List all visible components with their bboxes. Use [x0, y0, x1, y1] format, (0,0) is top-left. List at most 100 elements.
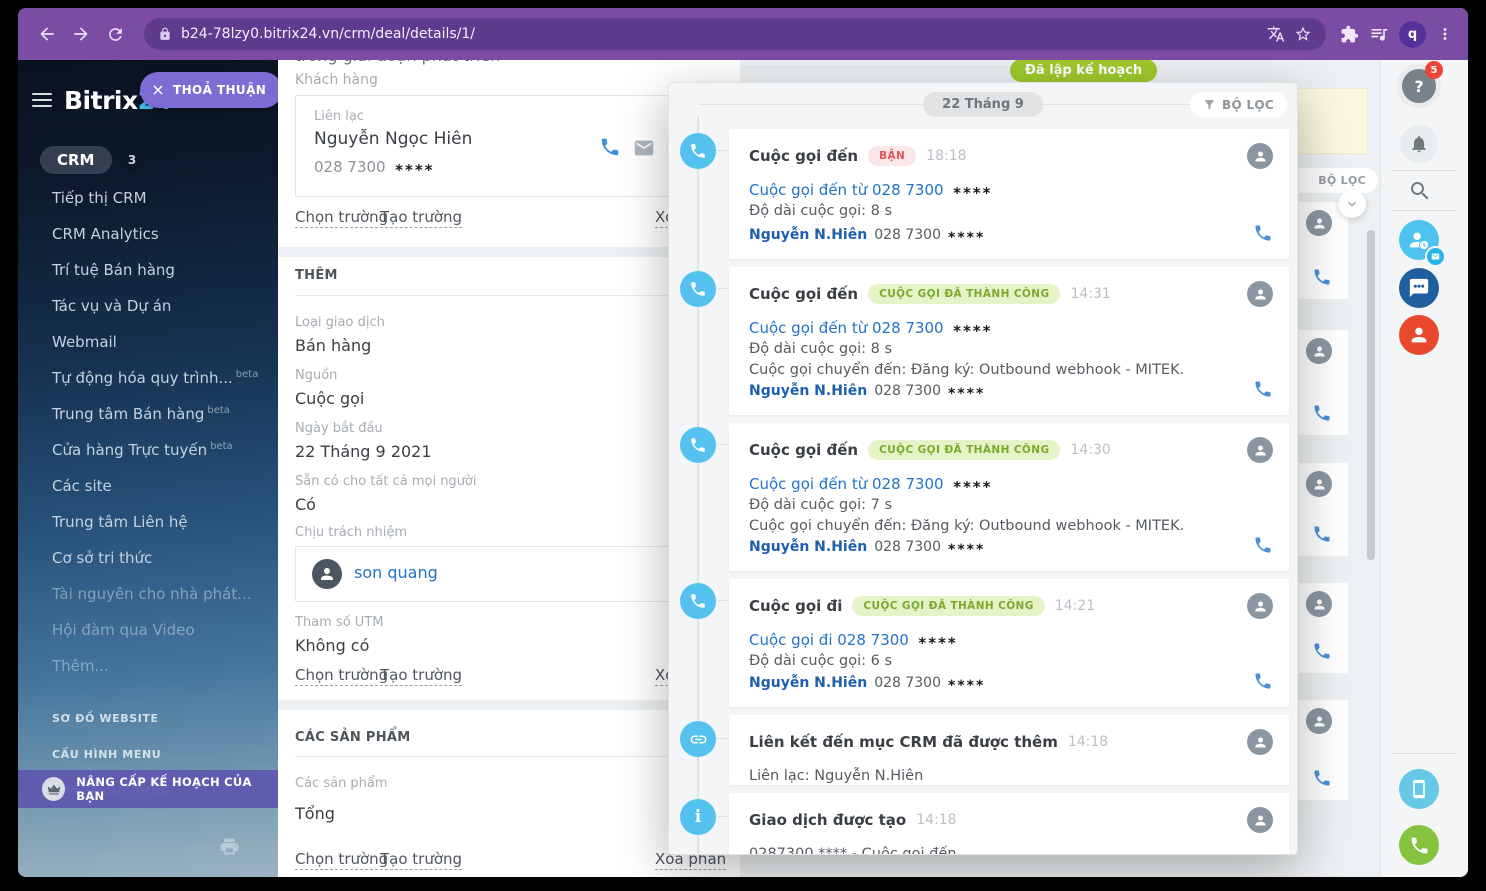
sidebar-item-more[interactable]: Thêm... [52, 657, 109, 675]
call-button[interactable] [1253, 535, 1273, 559]
entry-title: Cuộc gọi đến [749, 441, 859, 459]
avatar [1306, 708, 1332, 734]
mobile-app-button[interactable] [1399, 769, 1439, 809]
call-button[interactable] [1312, 267, 1332, 291]
call-record-link[interactable]: Cuộc gọi đến từ 028 7300 [749, 181, 944, 199]
call-button[interactable] [1253, 379, 1273, 403]
masked-digits: **** [953, 184, 993, 202]
print-icon[interactable] [219, 836, 240, 861]
entry-time: 14:31 [1070, 286, 1111, 302]
sidebar-item-sitemap[interactable]: SƠ ĐỒ WEBSITE [52, 711, 159, 725]
group-chat-button[interactable] [1399, 268, 1439, 308]
profile-button[interactable] [1399, 315, 1439, 355]
incoming-call-icon [680, 271, 716, 307]
create-field-link[interactable]: Tạo trường [380, 666, 463, 686]
telephony-button[interactable] [1399, 825, 1439, 865]
date-pill[interactable]: 22 Tháng 9 [923, 92, 1043, 117]
call-button[interactable] [1253, 671, 1273, 695]
contact-name[interactable]: Nguyễn Ngọc Hiên [314, 129, 473, 149]
scrollbar[interactable] [1367, 230, 1375, 560]
planned-status-badge[interactable]: Đã lập kế hoạch [1010, 59, 1158, 82]
sidebar-item-automation[interactable]: Tự động hóa quy trình... beta [52, 368, 259, 388]
sidebar-item-online-store[interactable]: Cửa hàng Trực tuyến beta [52, 440, 233, 460]
sidebar-item-video-conf[interactable]: Hội đàm qua Video [52, 621, 195, 639]
sidebar-item-knowledge-base[interactable]: Cơ sở tri thức [52, 549, 153, 567]
sidebar-item-webmail[interactable]: Webmail [52, 333, 117, 351]
avatar [1306, 471, 1332, 497]
contact-link[interactable]: Nguyễn N.Hiên [749, 227, 868, 243]
contact-phone: 028 7300 [874, 227, 941, 243]
reload-button[interactable] [100, 19, 130, 49]
notifications-button[interactable] [1400, 125, 1438, 163]
entry-title: Cuộc gọi đến [749, 147, 859, 165]
responsible-user-link[interactable]: son quang [354, 563, 438, 582]
sidebar-item-menu-settings[interactable]: CẤU HÌNH MENU [52, 747, 162, 761]
sidebar-item-crm[interactable]: CRM [40, 146, 112, 174]
back-button[interactable] [32, 19, 62, 49]
upgrade-plan-banner[interactable]: NÂNG CẤP KẾ HOẠCH CỦA BẠN [18, 770, 278, 808]
divider [1391, 753, 1457, 754]
sidebar-item-sites[interactable]: Các site [52, 477, 112, 495]
forward-button[interactable] [66, 19, 96, 49]
sidebar-item-sales-intelligence[interactable]: Trí tuệ Bán hàng [52, 261, 175, 279]
sidebar-item-tasks-projects[interactable]: Tác vụ và Dự án [52, 297, 172, 315]
call-button[interactable] [1312, 403, 1332, 427]
choose-field-link[interactable]: Chọn trường [295, 666, 389, 686]
timeline-connector [716, 444, 729, 445]
contact-link[interactable]: Nguyễn N.Hiên [749, 539, 868, 555]
back-arrow-icon [40, 27, 54, 41]
address-bar[interactable]: b24-78lzy0.bitrix24.vn/crm/deal/details/… [144, 18, 1326, 50]
hamburger-menu-icon[interactable] [32, 93, 52, 107]
extensions-puzzle-icon[interactable] [1340, 25, 1359, 44]
clients-activity-button[interactable] [1399, 220, 1446, 267]
profile-avatar[interactable]: q [1399, 20, 1426, 48]
create-field-link[interactable]: Tạo trường [380, 850, 463, 870]
sidebar-item-contact-center[interactable]: Trung tâm Liên hệ [52, 513, 188, 531]
call-contact-icon[interactable] [599, 136, 621, 158]
filter-button[interactable]: BỘ LỌC [1190, 92, 1287, 117]
contact-link[interactable]: Nguyễn N.Hiên [749, 675, 868, 691]
field-value: 22 Tháng 9 2021 [295, 442, 432, 461]
user-avatar [312, 559, 342, 589]
call-button[interactable] [1312, 768, 1332, 792]
status-badge: BẬN [868, 146, 917, 166]
sidebar-item-sales-center[interactable]: Trung tâm Bán hàng beta [52, 404, 230, 424]
email-contact-icon[interactable] [633, 137, 655, 159]
filter-label: BỘ LỌC [1222, 97, 1274, 112]
contact-link[interactable]: Nguyễn N.Hiên [814, 768, 924, 784]
background-filter-button[interactable]: BỘ LỌC [1284, 168, 1378, 193]
call-record-link[interactable]: Cuộc gọi đến từ 028 7300 [749, 475, 944, 493]
contact-link[interactable]: Nguyễn N.Hiên [749, 383, 868, 399]
choose-field-link[interactable]: Chọn trường [295, 850, 389, 870]
deal-tag-chip[interactable]: THOẢ THUẬN [140, 72, 278, 108]
search-button[interactable] [1407, 178, 1433, 204]
deal-tag-label: THOẢ THUẬN [173, 83, 267, 97]
playlist-icon[interactable] [1369, 24, 1389, 44]
translate-icon[interactable] [1267, 25, 1285, 43]
call-record-link[interactable]: Cuộc gọi đi 028 7300 [749, 631, 909, 649]
call-record-link[interactable]: Cuộc gọi đến từ 028 7300 [749, 319, 944, 337]
timeline-card: Liên kết đến mục CRM đã được thêm 14:18 … [729, 715, 1289, 785]
kebab-menu-icon[interactable] [1436, 25, 1454, 43]
browser-window: b24-78lzy0.bitrix24.vn/crm/deal/details/… [18, 8, 1468, 877]
create-field-link[interactable]: Tạo trường [380, 208, 463, 228]
timeline-line [697, 117, 699, 854]
divider [295, 295, 721, 296]
outgoing-call-icon [680, 583, 716, 619]
close-icon[interactable] [152, 84, 164, 96]
choose-field-link[interactable]: Chọn trường [295, 208, 389, 228]
call-button[interactable] [1312, 641, 1332, 665]
avatar [1247, 437, 1273, 463]
call-button[interactable] [1312, 524, 1332, 548]
call-button[interactable] [1253, 223, 1273, 247]
sidebar-item-crm-analytics[interactable]: CRM Analytics [52, 225, 159, 243]
timeline-card: Cuộc gọi đến BẬN 18:18 Cuộc gọi đến từ 0… [729, 129, 1289, 259]
avatar [1247, 593, 1273, 619]
call-duration: Độ dài cuộc gọi: 6 s [749, 653, 893, 669]
sidebar-item-crm-marketing[interactable]: Tiếp thị CRM [52, 189, 147, 207]
entry-title: Giao dịch được tạo [749, 811, 907, 829]
collapse-button[interactable] [1338, 190, 1366, 218]
entry-time: 14:21 [1054, 598, 1096, 614]
sidebar-item-dev-resources[interactable]: Tài nguyên cho nhà phát... [52, 585, 252, 603]
bookmark-star-icon[interactable] [1294, 25, 1312, 43]
